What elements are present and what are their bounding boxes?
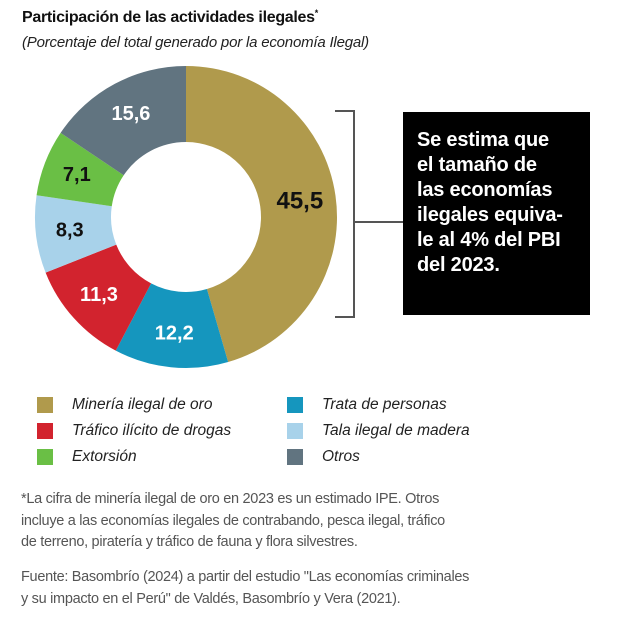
donut-slice-tr-fico-il-cito-de-drogas [45,244,152,351]
donut-slice-label: 7,1 [63,164,91,186]
annotation-line: el tamaño de [417,154,537,176]
donut-slice-tala-ilegal-de-madera [35,195,117,273]
legend-swatch [287,423,303,439]
callout-connector [355,221,403,223]
donut-slice-extorsi-n [36,132,124,207]
legend-label: Minería ilegal de oro [72,396,213,413]
donut-slice-label: 11,3 [80,284,118,306]
chart-title-text: Participación de las actividades ilegale… [22,9,315,26]
legend-swatch [37,449,53,465]
donut-slice-miner-a-ilegal-de-oro [186,66,337,363]
annotation-line: del 2023. [417,254,500,276]
legend-swatch [37,397,53,413]
source-line: y su impacto en el Perú" de Valdés, Baso… [21,590,401,607]
footnote-line: de terreno, piratería y tráfico de fauna… [21,534,358,550]
legend-swatch [37,423,53,439]
source-note: Fuente: Basombrío (2024) a partir del es… [21,567,611,610]
legend-label: Tala ilegal de madera [322,422,470,439]
legend-item-tala: Tala ilegal de madera [287,422,470,440]
title-footnote-marker: * [314,8,319,18]
legend-label: Tráfico ilícito de drogas [72,422,232,439]
donut-slice-label: 8,3 [56,220,84,242]
footnote-line: incluye a las economías ilegales de cont… [21,512,445,529]
donut-slice-label: 45,5 [276,187,323,214]
annotation-box: Se estima que el tamaño de las economías… [403,112,590,315]
donut-slice-trata-de-personas [115,283,229,368]
annotation-line: las economías [417,179,553,201]
legend-swatch [287,449,303,465]
legend-swatch [287,397,303,413]
legend-item-drogas: Tráfico ilícito de drogas [37,422,231,440]
donut-slice-otros [60,66,187,176]
legend-item-trata: Trata de personas [287,396,447,414]
legend-item-otros: Otros [287,448,360,466]
chart-subtitle: (Porcentaje del total generado por la ec… [22,34,369,51]
legend-label: Extorsión [72,448,137,465]
legend-label: Otros [322,448,360,465]
annotation-line: le al 4% del PBI [417,229,561,251]
source-line: Fuente: Basombrío (2024) a partir del es… [21,569,470,585]
annotation-line: ilegales equiva- [417,204,563,226]
footnote: *La cifra de minería ilegal de oro en 20… [21,489,611,554]
chart-title: Participación de las actividades ilegale… [22,8,319,27]
donut-slice-label: 12,2 [155,322,194,344]
callout-bracket [335,110,355,318]
footnote-line: *La cifra de minería ilegal de oro en 20… [21,491,440,507]
legend-item-mineria: Minería ilegal de oro [37,396,212,414]
legend-label: Trata de personas [322,396,447,413]
legend-item-extorsion: Extorsión [37,448,137,466]
annotation-line: Se estima que [417,129,549,151]
donut-chart: 45,5 12,2 11,3 8,3 7,1 15,6 [35,66,337,368]
donut-slice-label: 15,6 [111,103,150,125]
